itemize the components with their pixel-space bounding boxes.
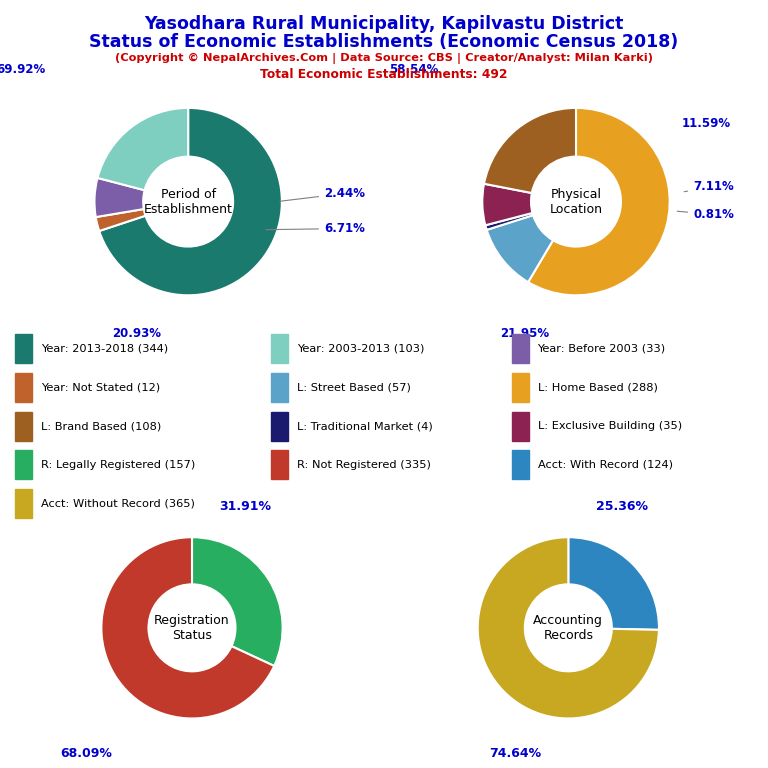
Bar xyxy=(15,451,31,479)
Text: 58.54%: 58.54% xyxy=(389,63,438,76)
Text: L: Traditional Market (4): L: Traditional Market (4) xyxy=(296,421,432,431)
Text: 68.09%: 68.09% xyxy=(61,747,112,760)
Wedge shape xyxy=(528,108,670,295)
Text: Year: 2003-2013 (103): Year: 2003-2013 (103) xyxy=(296,343,424,353)
Text: 6.71%: 6.71% xyxy=(266,222,365,235)
Wedge shape xyxy=(98,108,188,190)
Wedge shape xyxy=(568,538,659,630)
Wedge shape xyxy=(192,538,283,666)
Text: R: Legally Registered (157): R: Legally Registered (157) xyxy=(41,460,195,470)
Bar xyxy=(271,373,288,402)
Text: Year: 2013-2018 (344): Year: 2013-2018 (344) xyxy=(41,343,168,353)
Wedge shape xyxy=(485,213,533,230)
Bar xyxy=(512,451,528,479)
Text: 20.93%: 20.93% xyxy=(112,327,161,340)
Text: 21.95%: 21.95% xyxy=(500,327,549,340)
Text: Status of Economic Establishments (Economic Census 2018): Status of Economic Establishments (Econo… xyxy=(89,33,679,51)
Text: L: Home Based (288): L: Home Based (288) xyxy=(538,382,657,392)
Bar xyxy=(512,412,528,441)
Bar xyxy=(15,334,31,363)
Text: Year: Not Stated (12): Year: Not Stated (12) xyxy=(41,382,160,392)
Text: R: Not Registered (335): R: Not Registered (335) xyxy=(296,460,431,470)
Text: L: Brand Based (108): L: Brand Based (108) xyxy=(41,421,161,431)
Wedge shape xyxy=(101,538,274,718)
Text: Acct: Without Record (365): Acct: Without Record (365) xyxy=(41,498,194,508)
Text: 2.44%: 2.44% xyxy=(280,187,365,201)
Text: Year: Before 2003 (33): Year: Before 2003 (33) xyxy=(538,343,666,353)
Text: Registration
Status: Registration Status xyxy=(154,614,230,642)
Text: Physical
Location: Physical Location xyxy=(549,187,603,216)
Bar xyxy=(271,334,288,363)
Wedge shape xyxy=(487,215,553,282)
Bar xyxy=(271,451,288,479)
Bar xyxy=(512,334,528,363)
Wedge shape xyxy=(484,108,576,193)
Wedge shape xyxy=(482,184,532,225)
Text: (Copyright © NepalArchives.Com | Data Source: CBS | Creator/Analyst: Milan Karki: (Copyright © NepalArchives.Com | Data So… xyxy=(115,53,653,64)
Text: 11.59%: 11.59% xyxy=(681,117,730,130)
Text: Total Economic Establishments: 492: Total Economic Establishments: 492 xyxy=(260,68,508,81)
Bar xyxy=(15,489,31,518)
Text: 74.64%: 74.64% xyxy=(489,747,541,760)
Text: 25.36%: 25.36% xyxy=(595,500,647,513)
Wedge shape xyxy=(99,108,282,295)
Text: 31.91%: 31.91% xyxy=(219,500,271,513)
Text: Accounting
Records: Accounting Records xyxy=(534,614,603,642)
Bar xyxy=(15,373,31,402)
Bar xyxy=(15,412,31,441)
Text: 0.81%: 0.81% xyxy=(677,208,734,221)
Text: 69.92%: 69.92% xyxy=(0,63,45,76)
Text: 7.11%: 7.11% xyxy=(684,180,734,193)
Text: L: Exclusive Building (35): L: Exclusive Building (35) xyxy=(538,421,682,431)
Text: Yasodhara Rural Municipality, Kapilvastu District: Yasodhara Rural Municipality, Kapilvastu… xyxy=(144,15,624,33)
Wedge shape xyxy=(96,209,145,231)
Bar xyxy=(271,412,288,441)
Bar xyxy=(512,373,528,402)
Text: Period of
Establishment: Period of Establishment xyxy=(144,187,233,216)
Text: Acct: With Record (124): Acct: With Record (124) xyxy=(538,460,673,470)
Wedge shape xyxy=(478,538,659,718)
Text: L: Street Based (57): L: Street Based (57) xyxy=(296,382,411,392)
Wedge shape xyxy=(94,178,144,217)
